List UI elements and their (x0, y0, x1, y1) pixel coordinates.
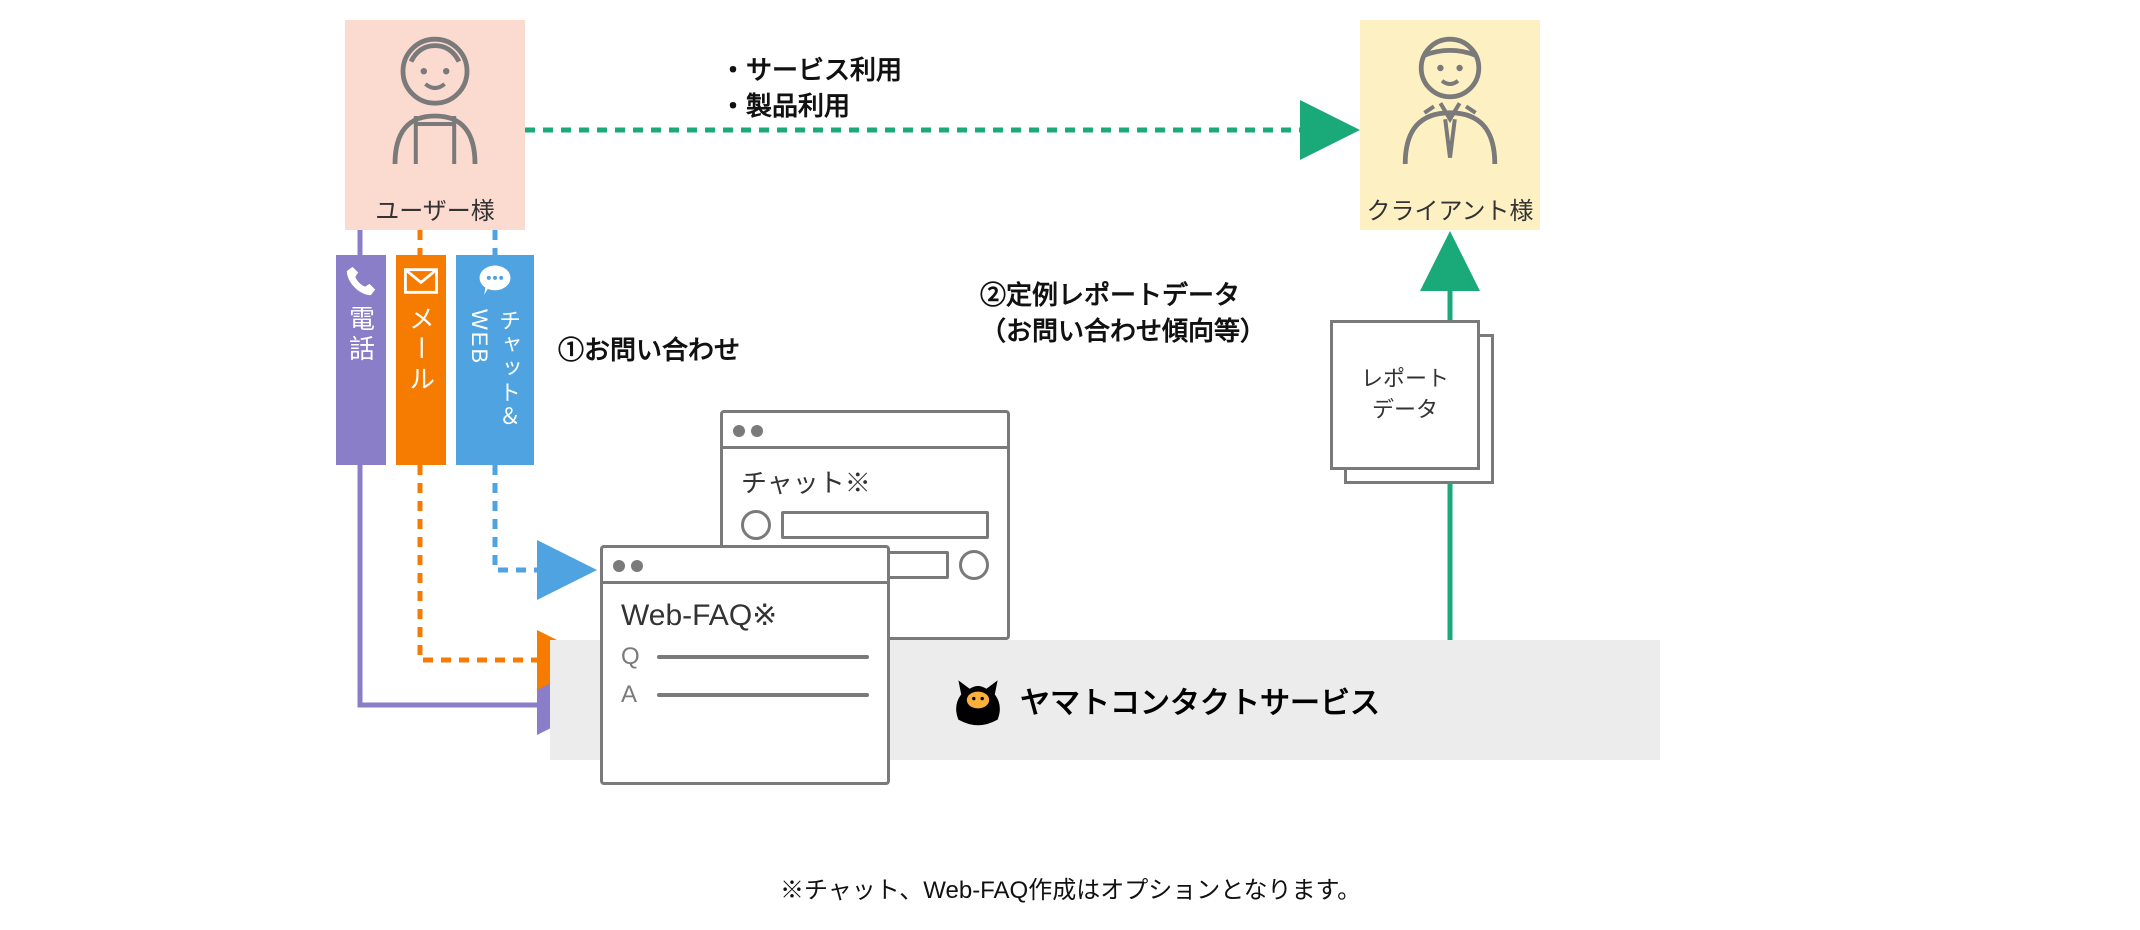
report-doc-line1: レポート (1361, 364, 1449, 395)
faq-a-row: A (621, 681, 869, 709)
client-avatar-icon (1370, 20, 1530, 180)
service-name: ヤマトコンタクトサービス (1020, 678, 1380, 722)
chat-bubble-icon (475, 261, 515, 301)
chat-window-title: チャット※ (741, 463, 989, 500)
inquiry-label: ①お問い合わせ (558, 330, 740, 367)
channel-mail-label: メール (403, 305, 440, 395)
user-box: ユーザー様 (345, 20, 525, 230)
footnote: ※チャット、Web-FAQ作成はオプションとなります。 (780, 870, 1361, 905)
phone-icon (341, 261, 381, 301)
yamato-cat-icon (950, 672, 1006, 728)
chat-avatar-icon (741, 510, 771, 540)
channel-phone-label: 電話 (343, 305, 380, 365)
user-avatar-icon (355, 20, 515, 180)
client-box: クライアント様 (1360, 20, 1540, 230)
report-label-2: （お問い合わせ傾向等） (980, 311, 1266, 348)
user-label: ユーザー様 (345, 191, 525, 226)
faq-q-label: Q (621, 643, 645, 671)
channel-phone: 電話 (336, 255, 386, 465)
faq-window-titlebar (603, 548, 887, 584)
top-arrow-label-2: ・製品利用 (720, 86, 850, 123)
report-label-1: ②定例レポートデータ (980, 275, 1240, 312)
faq-a-label: A (621, 681, 645, 709)
chat-avatar-icon (959, 550, 989, 580)
report-doc-line2: データ (1361, 395, 1449, 426)
faq-window-title: Web-FAQ※ (621, 598, 869, 633)
channel-web-label: WEB (466, 309, 492, 429)
diagram-stage: ユーザー様 クライアント様 ・サービス利用 ・製品利用 電話 メール (300, 0, 1840, 930)
chat-bubble-left (781, 511, 989, 539)
faq-q-row: Q (621, 643, 869, 671)
channel-chat-web: WEB チャット＆ (456, 255, 534, 465)
faq-window: Web-FAQ※ Q A (600, 545, 890, 785)
arrow-chat-to-service (495, 465, 592, 570)
channel-chat-label: チャット＆ (492, 309, 524, 429)
chat-window-titlebar (723, 413, 1007, 449)
report-doc: レポート データ (1330, 320, 1480, 470)
faq-line (657, 655, 869, 659)
top-arrow-label-1: ・サービス利用 (720, 50, 902, 87)
arrow-mail-to-service (420, 465, 592, 660)
client-label: クライアント様 (1360, 191, 1540, 226)
chat-row (741, 510, 989, 540)
faq-line (657, 693, 869, 697)
connectors-svg (300, 0, 1840, 930)
mail-icon (401, 261, 441, 301)
channel-mail: メール (396, 255, 446, 465)
